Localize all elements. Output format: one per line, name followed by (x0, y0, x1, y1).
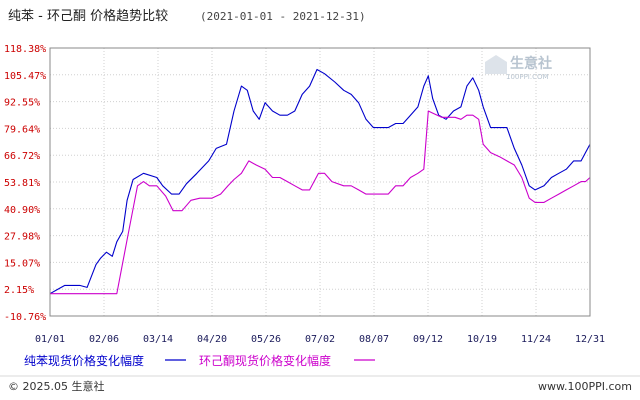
y-tick-label: 105.47% (4, 71, 46, 82)
watermark-logo: 生意社 100PPI.COM (485, 55, 552, 81)
y-axis: 118.38% 105.47% 92.55% 79.64% 66.72% 53.81% 40… (4, 44, 46, 323)
series-line-1 (49, 68, 591, 295)
x-tick-label: 12/31 (575, 334, 605, 345)
y-tick-label: 66.72% (4, 151, 40, 162)
x-tick-label: 07/02 (305, 334, 335, 345)
x-tick-label: 03/14 (143, 334, 173, 345)
watermark-text: 生意社 (510, 55, 552, 72)
legend-label-series1: 纯苯现货价格变化幅度 (24, 353, 144, 368)
y-tick-label: 53.81% (4, 178, 40, 189)
y-tick-label: 2.15% (4, 285, 34, 296)
x-tick-label: 11/24 (521, 334, 551, 345)
plot-frame (49, 47, 591, 317)
x-axis: 01/01 02/06 03/14 04/20 05/26 07/02 08/07 09/12… (35, 334, 605, 345)
chart-date-range: (2021-01-01 - 2021-12-31) (200, 10, 366, 23)
x-tick-label: 02/06 (89, 334, 119, 345)
y-tick-label: 118.38% (4, 44, 46, 55)
y-tick-label: 79.64% (4, 124, 40, 135)
series-line-2 (50, 110, 591, 295)
y-tick-label: 27.98% (4, 232, 40, 243)
footer-site: www.100PPI.com (538, 380, 632, 393)
legend: 纯苯现货价格变化幅度 环己酮现货价格变化幅度 (24, 353, 375, 368)
legend-label-series2: 环己酮现货价格变化幅度 (199, 353, 331, 368)
series-layer (49, 68, 591, 295)
x-tick-label: 04/20 (197, 334, 227, 345)
chart-title: 纯苯 - 环己酮 价格趋势比较 (8, 8, 168, 24)
x-tick-label: 01/01 (35, 334, 65, 345)
footer-copyright: © 2025.05 生意社 (8, 379, 104, 393)
x-tick-label: 09/12 (413, 334, 443, 345)
watermark-subtext: 100PPI.COM (506, 73, 549, 81)
x-tick-label: 05/26 (251, 334, 281, 345)
y-tick-label: 15.07% (4, 258, 40, 269)
y-tick-label: 40.90% (4, 205, 40, 216)
house-icon (485, 55, 507, 74)
x-tick-label: 08/07 (359, 334, 389, 345)
y-tick-label: 92.55% (4, 98, 40, 109)
y-tick-label: -10.76% (4, 312, 46, 323)
x-tick-label: 10/19 (467, 334, 497, 345)
